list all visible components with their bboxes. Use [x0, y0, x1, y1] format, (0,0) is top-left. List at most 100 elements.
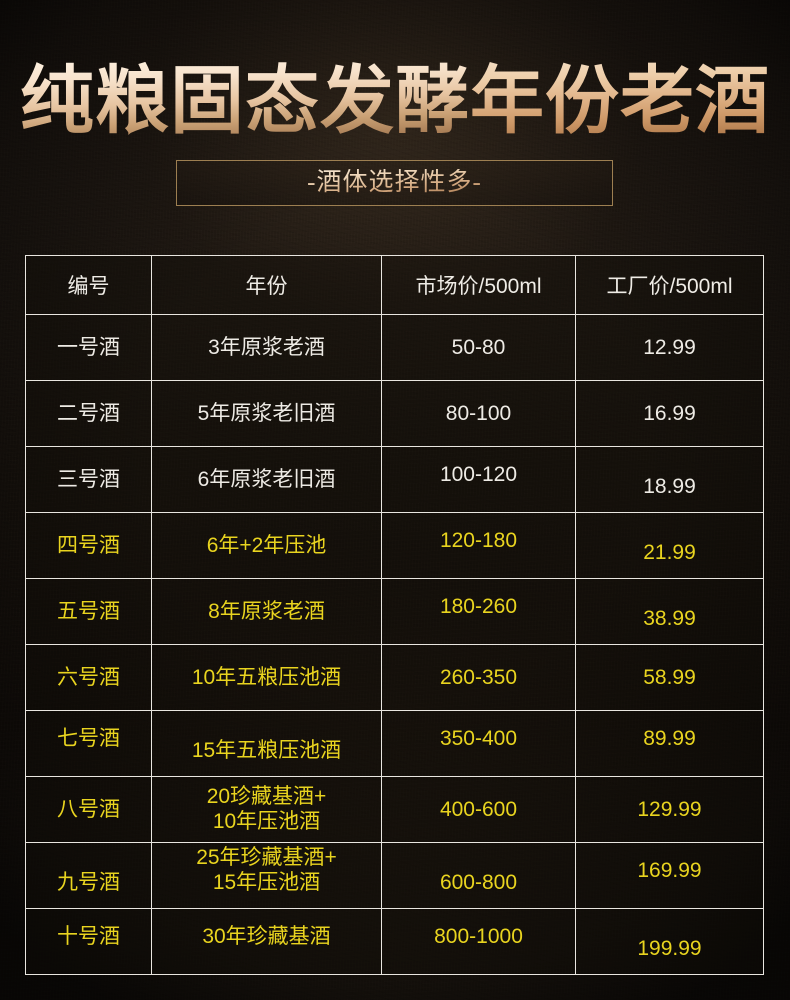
cell-factory-price-text: 199.99	[637, 936, 702, 960]
cell-product-id-text: 一号酒	[57, 335, 120, 359]
cell-vintage: 6年+2年压池	[151, 512, 382, 579]
page-title-part-two: 年份老酒	[470, 61, 770, 143]
table-row: 九号酒 25年珍藏基酒+ 15年压池酒 600-800 169.99	[25, 842, 764, 909]
column-header-market: 市场价/500ml	[381, 255, 576, 315]
cell-factory-price-text: 21.99	[643, 540, 696, 564]
table-row: 一号酒 3年原浆老酒 50-80 12.99	[25, 314, 764, 381]
cell-factory-price: 38.99	[575, 578, 764, 645]
cell-factory-price: 12.99	[575, 314, 764, 381]
table-row: 八号酒 20珍藏基酒+ 10年压池酒 400-600 129.99	[25, 776, 764, 843]
table-row: 五号酒 8年原浆老酒 180-260 38.99	[25, 578, 764, 645]
cell-vintage-text: 20珍藏基酒+ 10年压池酒	[206, 784, 327, 833]
cell-market-price-text: 180-260	[439, 594, 518, 618]
cell-market-price: 80-100	[381, 380, 576, 447]
cell-product-id: 五号酒	[25, 578, 152, 645]
cell-factory-price: 21.99	[575, 512, 764, 579]
cell-vintage: 15年五粮压池酒	[151, 710, 382, 777]
cell-product-id: 十号酒	[25, 908, 152, 975]
cell-factory-price-text: 58.99	[643, 665, 696, 689]
cell-vintage: 5年原浆老旧酒	[151, 380, 382, 447]
cell-factory-price-text: 169.99	[637, 858, 702, 882]
cell-product-id-text: 八号酒	[57, 797, 120, 821]
cell-vintage-text: 30年珍藏基酒	[202, 924, 331, 948]
cell-factory-price-text: 38.99	[643, 606, 696, 630]
cell-product-id: 三号酒	[25, 446, 152, 513]
cell-product-id-text: 三号酒	[57, 467, 120, 491]
cell-product-id-text: 七号酒	[57, 726, 120, 750]
cell-product-id-text: 六号酒	[57, 665, 120, 689]
cell-vintage-text: 6年原浆老旧酒	[197, 467, 336, 491]
cell-vintage-text: 10年五粮压池酒	[191, 665, 342, 689]
cell-product-id: 六号酒	[25, 644, 152, 711]
cell-vintage: 20珍藏基酒+ 10年压池酒	[151, 776, 382, 843]
table-row: 二号酒 5年原浆老旧酒 80-100 16.99	[25, 380, 764, 447]
cell-product-id-text: 十号酒	[57, 924, 120, 948]
cell-vintage-text: 3年原浆老酒	[208, 335, 325, 359]
cell-factory-price: 199.99	[575, 908, 764, 975]
table-row: 七号酒 15年五粮压池酒 350-400 89.99	[25, 710, 764, 777]
cell-market-price-text: 600-800	[439, 870, 518, 894]
cell-product-id-text: 四号酒	[57, 533, 120, 557]
cell-product-id: 一号酒	[25, 314, 152, 381]
cell-factory-price-text: 18.99	[643, 474, 696, 498]
price-table-header: 编号 年份 市场价/500ml 工厂价/500ml	[25, 255, 764, 315]
cell-market-price: 260-350	[381, 644, 576, 711]
cell-factory-price: 169.99	[575, 842, 764, 909]
table-row: 六号酒 10年五粮压池酒 260-350 58.99	[25, 644, 764, 711]
price-table: 编号 年份 市场价/500ml 工厂价/500ml 一号酒 3年原浆老酒 50-80…	[25, 255, 764, 975]
cell-market-price-text: 120-180	[439, 528, 518, 552]
cell-vintage-text: 15年五粮压池酒	[191, 738, 342, 762]
cell-market-price: 120-180	[381, 512, 576, 579]
cell-vintage: 30年珍藏基酒	[151, 908, 382, 975]
cell-product-id: 四号酒	[25, 512, 152, 579]
subtitle-banner: -酒体选择性多-	[176, 160, 613, 206]
page-title: 纯粮固态发酵年份老酒	[0, 62, 790, 142]
cell-market-price: 800-1000	[381, 908, 576, 975]
table-row: 十号酒 30年珍藏基酒 800-1000 199.99	[25, 908, 764, 975]
cell-vintage: 3年原浆老酒	[151, 314, 382, 381]
cell-vintage-text: 25年珍藏基酒+ 15年压池酒	[196, 845, 337, 894]
page-title-part-one: 纯粮固态发酵	[20, 61, 470, 143]
cell-market-price-text: 350-400	[439, 726, 518, 750]
table-header-row: 编号 年份 市场价/500ml 工厂价/500ml	[25, 255, 764, 315]
cell-factory-price: 58.99	[575, 644, 764, 711]
cell-market-price-text: 400-600	[439, 797, 518, 821]
cell-market-price: 50-80	[381, 314, 576, 381]
cell-market-price-text: 800-1000	[434, 924, 523, 948]
cell-product-id-text: 二号酒	[57, 401, 120, 425]
column-header-id: 编号	[25, 255, 152, 315]
cell-product-id-text: 九号酒	[57, 870, 120, 894]
subtitle-text: -酒体选择性多-	[307, 169, 482, 196]
cell-factory-price: 16.99	[575, 380, 764, 447]
column-header-year: 年份	[151, 255, 382, 315]
cell-factory-price: 129.99	[575, 776, 764, 843]
cell-vintage: 25年珍藏基酒+ 15年压池酒	[151, 842, 382, 909]
cell-vintage-text: 5年原浆老旧酒	[197, 401, 336, 425]
cell-product-id: 七号酒	[25, 710, 152, 777]
cell-vintage: 6年原浆老旧酒	[151, 446, 382, 513]
cell-market-price: 100-120	[381, 446, 576, 513]
cell-market-price: 400-600	[381, 776, 576, 843]
cell-market-price: 350-400	[381, 710, 576, 777]
cell-factory-price: 18.99	[575, 446, 764, 513]
cell-product-id: 九号酒	[25, 842, 152, 909]
cell-vintage-text: 8年原浆老酒	[208, 599, 325, 623]
cell-product-id-text: 五号酒	[57, 599, 120, 623]
cell-product-id: 八号酒	[25, 776, 152, 843]
column-header-factory: 工厂价/500ml	[575, 255, 764, 315]
cell-vintage-text: 6年+2年压池	[206, 533, 327, 557]
cell-vintage: 10年五粮压池酒	[151, 644, 382, 711]
cell-market-price-text: 100-120	[439, 462, 518, 486]
cell-factory-price-text: 16.99	[643, 401, 696, 425]
cell-factory-price-text: 129.99	[637, 797, 702, 821]
cell-market-price-text: 50-80	[451, 335, 506, 359]
cell-vintage: 8年原浆老酒	[151, 578, 382, 645]
table-row: 三号酒 6年原浆老旧酒 100-120 18.99	[25, 446, 764, 513]
cell-factory-price-text: 89.99	[643, 726, 696, 750]
table-row: 四号酒 6年+2年压池 120-180 21.99	[25, 512, 764, 579]
price-table-body: 一号酒 3年原浆老酒 50-80 12.99 二号酒 5年原浆老旧酒 80-100 16.99…	[25, 314, 764, 975]
cell-product-id: 二号酒	[25, 380, 152, 447]
cell-market-price: 180-260	[381, 578, 576, 645]
cell-market-price: 600-800	[381, 842, 576, 909]
